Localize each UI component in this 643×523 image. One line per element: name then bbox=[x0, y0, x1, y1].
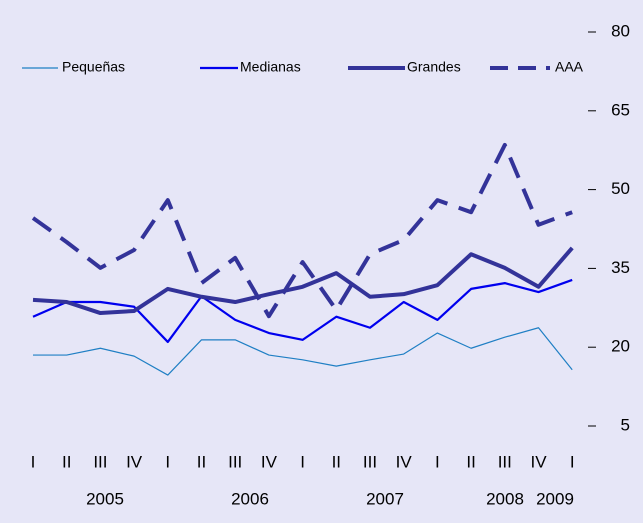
legend: Pequeñas Medianas Grandes AAA bbox=[22, 59, 584, 75]
x-tick-label: III bbox=[93, 452, 107, 471]
year-label: 2005 bbox=[86, 489, 124, 508]
y-tick-label: 5 bbox=[621, 415, 630, 434]
year-label: 2007 bbox=[366, 489, 404, 508]
series-line bbox=[31, 142, 573, 319]
x-tick-label: III bbox=[228, 452, 242, 471]
legend-label: Grandes bbox=[407, 59, 461, 75]
legend-label: Medianas bbox=[240, 59, 301, 75]
year-label: 2008 bbox=[486, 489, 524, 508]
series-line bbox=[32, 246, 574, 316]
x-tick-label: I bbox=[31, 452, 36, 471]
x-tick-label: I bbox=[435, 452, 440, 471]
year-label: 2006 bbox=[231, 489, 269, 508]
x-tick-label: I bbox=[165, 452, 170, 471]
series-line bbox=[33, 327, 573, 376]
x-tick-label: IV bbox=[530, 452, 547, 471]
x-tick-label: I bbox=[300, 452, 305, 471]
series-line bbox=[32, 278, 573, 344]
legend-label: AAA bbox=[555, 59, 584, 75]
x-tick-label: II bbox=[466, 452, 475, 471]
x-tick-label: III bbox=[363, 452, 377, 471]
x-tick-label: IV bbox=[396, 452, 413, 471]
x-tick-label: IV bbox=[126, 452, 143, 471]
x-tick-label: IV bbox=[261, 452, 278, 471]
year-label: 2009 bbox=[536, 489, 574, 508]
y-tick-label: 35 bbox=[611, 258, 630, 277]
y-tick-label: 50 bbox=[611, 179, 630, 198]
x-tick-label: II bbox=[332, 452, 341, 471]
y-tick-label: 65 bbox=[611, 100, 630, 119]
legend-label: Pequeñas bbox=[62, 59, 125, 75]
x-tick-label: II bbox=[197, 452, 206, 471]
x-tick-label: I bbox=[570, 452, 575, 471]
x-tick-label: III bbox=[498, 452, 512, 471]
y-tick-label: 80 bbox=[611, 21, 630, 40]
x-tick-label: II bbox=[62, 452, 71, 471]
y-tick-label: 20 bbox=[611, 337, 630, 356]
